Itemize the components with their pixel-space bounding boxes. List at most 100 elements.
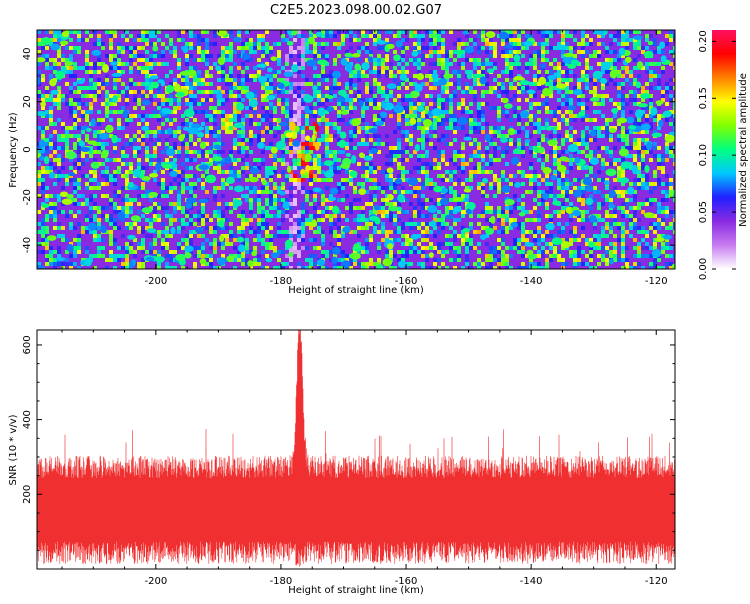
- heatmap-cell: [189, 94, 193, 98]
- heatmap-cell: [89, 186, 93, 190]
- heatmap-cell: [57, 134, 61, 138]
- heatmap-cell: [437, 154, 441, 158]
- heatmap-cell: [489, 250, 493, 254]
- heatmap-cell: [493, 154, 497, 158]
- heatmap-cell: [113, 34, 117, 38]
- heatmap-cell: [385, 186, 389, 190]
- heatmap-cell: [465, 258, 469, 262]
- heatmap-cell: [453, 250, 457, 254]
- heatmap-cell: [541, 50, 545, 54]
- heatmap-cell: [97, 70, 101, 74]
- heatmap-cell: [305, 210, 309, 214]
- heatmap-cell: [129, 46, 133, 50]
- heatmap-cell: [133, 222, 137, 226]
- heatmap-cell: [213, 214, 217, 218]
- heatmap-cell: [541, 134, 545, 138]
- heatmap-cell: [565, 122, 569, 126]
- heatmap-cell: [449, 94, 453, 98]
- heatmap-cell: [501, 254, 505, 258]
- heatmap-cell: [293, 190, 297, 194]
- heatmap-cell: [633, 154, 637, 158]
- heatmap-cell: [665, 86, 669, 90]
- heatmap-cell: [325, 34, 329, 38]
- heatmap-cell: [597, 262, 601, 266]
- heatmap-cell: [125, 154, 129, 158]
- heatmap-cell: [485, 38, 489, 42]
- heatmap-cell: [41, 230, 45, 234]
- heatmap-cell: [169, 254, 173, 258]
- heatmap-cell: [225, 130, 229, 134]
- heatmap-cell: [313, 174, 317, 178]
- heatmap-cell: [433, 246, 437, 250]
- heatmap-cell: [385, 54, 389, 58]
- heatmap-cell: [165, 230, 169, 234]
- heatmap-cell: [445, 118, 449, 122]
- heatmap-cell: [137, 122, 141, 126]
- heatmap-cell: [245, 30, 249, 34]
- heatmap-cell: [381, 198, 385, 202]
- heatmap-cell: [113, 254, 117, 258]
- heatmap-cell: [309, 142, 313, 146]
- heatmap-cell: [209, 130, 213, 134]
- heatmap-cell: [285, 162, 289, 166]
- heatmap-cell: [65, 146, 69, 150]
- heatmap-cell: [329, 122, 333, 126]
- heatmap-cell: [161, 42, 165, 46]
- heatmap-cell: [585, 154, 589, 158]
- heatmap-cell: [113, 82, 117, 86]
- heatmap-cell: [65, 94, 69, 98]
- heatmap-cell: [493, 130, 497, 134]
- heatmap-cell: [505, 134, 509, 138]
- heatmap-cell: [425, 222, 429, 226]
- heatmap-cell: [605, 70, 609, 74]
- heatmap-cell: [261, 162, 265, 166]
- heatmap-cell: [253, 50, 257, 54]
- heatmap-cell: [181, 186, 185, 190]
- heatmap-cell: [97, 254, 101, 258]
- heatmap-cell: [209, 262, 213, 266]
- heatmap-cell: [445, 222, 449, 226]
- heatmap-cell: [277, 62, 281, 66]
- heatmap-cell: [121, 90, 125, 94]
- heatmap-cell: [545, 70, 549, 74]
- heatmap-cell: [389, 90, 393, 94]
- heatmap-cell: [417, 30, 421, 34]
- heatmap-cell: [421, 246, 425, 250]
- heatmap-cell: [257, 218, 261, 222]
- heatmap-cell: [441, 102, 445, 106]
- heatmap-cell: [397, 142, 401, 146]
- heatmap-cell: [581, 106, 585, 110]
- heatmap-cell: [573, 234, 577, 238]
- heatmap-cell: [209, 106, 213, 110]
- heatmap-cell: [93, 70, 97, 74]
- heatmap-cell: [337, 226, 341, 230]
- heatmap-cell: [297, 154, 301, 158]
- heatmap-cell: [565, 74, 569, 78]
- heatmap-cell: [197, 38, 201, 42]
- heatmap-cell: [409, 98, 413, 102]
- heatmap-cell: [257, 262, 261, 266]
- heatmap-cell: [237, 86, 241, 90]
- heatmap-cell: [413, 190, 417, 194]
- heatmap-cell: [449, 142, 453, 146]
- heatmap-cell: [193, 214, 197, 218]
- heatmap-cell: [505, 70, 509, 74]
- heatmap-cell: [401, 114, 405, 118]
- heatmap-cell: [641, 246, 645, 250]
- heatmap-cell: [77, 222, 81, 226]
- heatmap-cell: [505, 230, 509, 234]
- heatmap-cell: [169, 182, 173, 186]
- heatmap-cell: [381, 62, 385, 66]
- heatmap-cell: [621, 250, 625, 254]
- heatmap-cell: [353, 98, 357, 102]
- heatmap-cell: [653, 198, 657, 202]
- heatmap-cell: [637, 230, 641, 234]
- heatmap-cell: [245, 138, 249, 142]
- heatmap-cell: [189, 134, 193, 138]
- heatmap-cell: [149, 114, 153, 118]
- heatmap-cell: [89, 218, 93, 222]
- heatmap-cell: [393, 202, 397, 206]
- heatmap-cell: [197, 46, 201, 50]
- heatmap-cell: [653, 170, 657, 174]
- heatmap-cell: [565, 222, 569, 226]
